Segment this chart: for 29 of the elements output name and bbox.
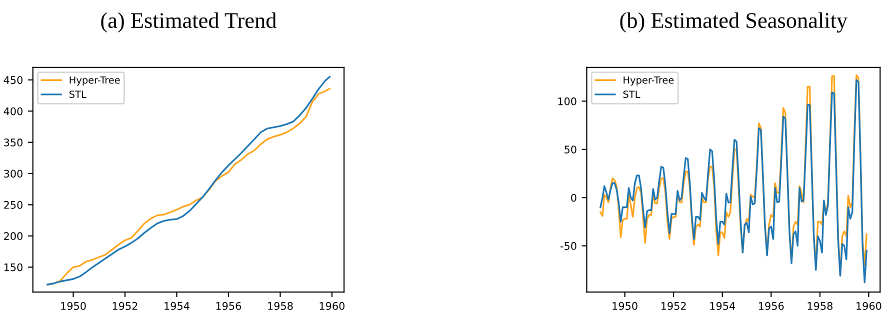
x-tick-label: 1956 <box>216 302 242 310</box>
x-tick-label: 1960 <box>856 302 882 310</box>
y-tick-label: 250 <box>4 200 22 209</box>
y-tick-label: 100 <box>558 97 576 106</box>
y-tick-label: 150 <box>4 263 22 272</box>
x-tick-label: 1958 <box>268 302 293 310</box>
legend-label: Hyper-Tree <box>70 76 120 86</box>
y-tick-label: 300 <box>4 170 22 178</box>
x-tick-label: 1950 <box>61 302 86 310</box>
x-tick-label: 1956 <box>759 302 784 310</box>
y-tick-label: 200 <box>4 232 22 240</box>
legend-label: Hyper-Tree <box>624 76 674 86</box>
x-tick-label: 1954 <box>710 302 736 310</box>
y-tick-label: 50 <box>564 146 576 154</box>
y-tick-label: 450 <box>4 76 22 84</box>
legend-label: STL <box>623 90 640 98</box>
chart-title: (a) Estimated Trend <box>101 12 276 33</box>
x-tick-label: 1952 <box>661 302 686 310</box>
legend-label: STL <box>70 90 86 98</box>
y-tick-label: 0 <box>571 194 576 202</box>
y-tick-label: 400 <box>4 107 22 116</box>
x-tick-label: 1950 <box>612 302 638 310</box>
x-tick-label: 1958 <box>808 302 832 310</box>
chart-title: (b) Estimated Seasonality <box>620 12 848 33</box>
y-tick-label: -50 <box>560 242 576 250</box>
y-tick-label: 350 <box>4 138 22 146</box>
x-tick-label: 1952 <box>112 302 138 310</box>
x-tick-label: 1954 <box>164 302 190 310</box>
x-tick-label: 1960 <box>320 302 344 310</box>
